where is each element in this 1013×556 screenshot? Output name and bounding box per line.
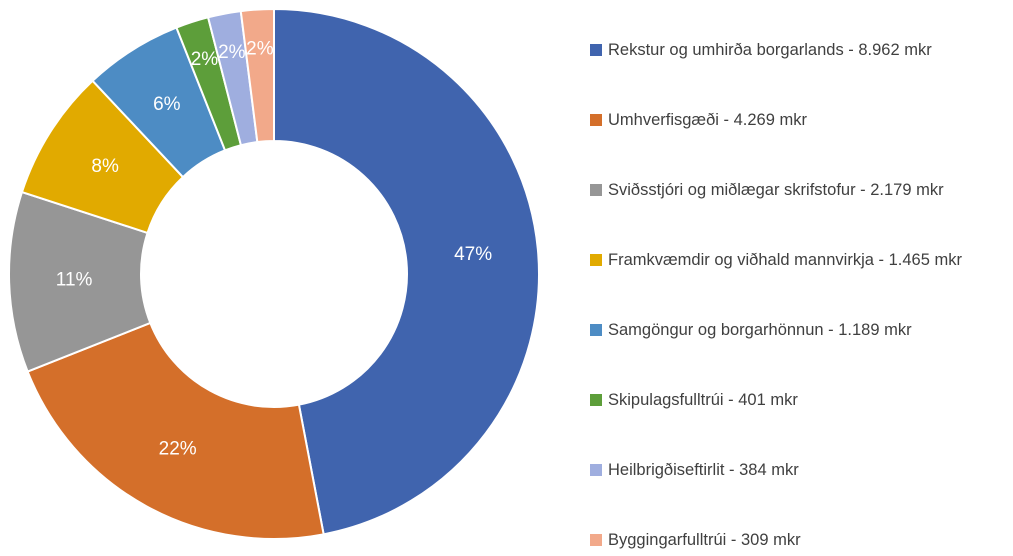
slice-label: 11% [56,269,93,290]
slice-label: 2% [246,38,274,59]
legend-swatch [590,114,602,126]
legend-label: Framkvæmdir og viðhald mannvirkja - 1.46… [608,251,962,269]
legend-swatch [590,44,602,56]
legend-label: Skipulagsfulltrúi - 401 mkr [608,391,798,409]
donut-slice [273,7,540,536]
legend-swatch [590,464,602,476]
legend-item: Sviðsstjóri og miðlægar skrifstofur - 2.… [588,178,1006,202]
legend-label: Byggingarfulltrúi - 309 mkr [608,531,801,549]
slice-label: 2% [191,49,219,70]
slice-label: 22% [159,438,197,459]
legend-item: Samgöngur og borgarhönnun - 1.189 mkr [588,318,1006,342]
legend-swatch [590,254,602,266]
legend-label: Samgöngur og borgarhönnun - 1.189 mkr [608,321,912,339]
legend-label: Heilbrigðiseftirlit - 384 mkr [608,461,799,479]
slice-label: 2% [218,42,246,63]
slice-label: 47% [454,244,492,265]
slice-label: 6% [153,94,181,115]
legend-swatch [590,184,602,196]
legend-swatch [590,324,602,336]
legend-label: Sviðsstjóri og miðlægar skrifstofur - 2.… [608,181,944,199]
donut-slice [239,7,275,144]
legend-item: Heilbrigðiseftirlit - 384 mkr [588,458,1006,482]
chart: 47%22%11%8%6%2% 2% 2% [8,7,540,540]
legend-item: Rekstur og umhirða borgarlands - 8.962 m… [588,38,1006,62]
legend-item: Skipulagsfulltrúi - 401 mkr [588,388,1006,412]
donut-slice [26,321,325,540]
legend-swatch [590,534,602,546]
legend-item: Umhverfisgæði - 4.269 mkr [588,108,1006,132]
slice-label: 8% [91,156,119,177]
legend-item: Framkvæmdir og viðhald mannvirkja - 1.46… [588,248,1006,272]
legend-swatch [590,394,602,406]
legend-label: Rekstur og umhirða borgarlands - 8.962 m… [608,41,932,59]
legend-item: Byggingarfulltrúi - 309 mkr [588,528,1006,552]
legend-label: Umhverfisgæði - 4.269 mkr [608,111,807,129]
